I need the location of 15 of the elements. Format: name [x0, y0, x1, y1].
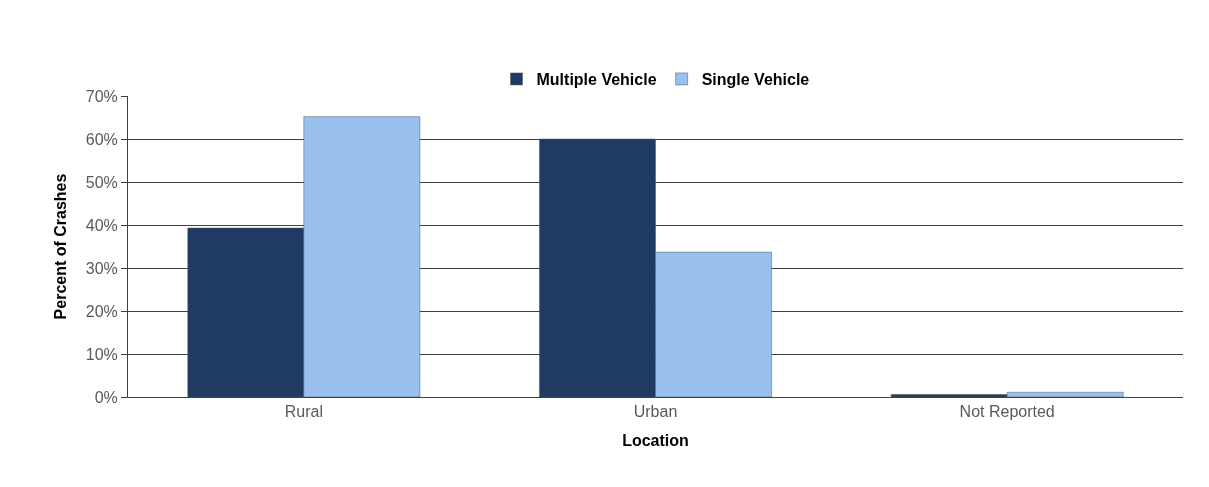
- y-tick-label: 20%: [85, 302, 118, 320]
- y-tick-label: 40%: [85, 216, 118, 234]
- x-tick-label: Urban: [633, 403, 678, 421]
- legend-label: Multiple Vehicle: [536, 71, 657, 89]
- y-tick-label: 10%: [85, 345, 118, 363]
- x-tick-label: Rural: [284, 403, 323, 421]
- y-tick-label: 50%: [85, 173, 118, 191]
- y-tick-label: 0%: [94, 388, 118, 406]
- y-axis-title: Percent of Crashes: [51, 173, 69, 320]
- y-tick-label: 30%: [85, 259, 118, 277]
- legend-label: Single Vehicle: [701, 71, 810, 89]
- y-tick-label: 60%: [85, 130, 118, 148]
- x-tick-label: Not Reported: [959, 403, 1055, 421]
- y-tick-label: 70%: [85, 87, 118, 105]
- x-axis-title: Location: [622, 431, 689, 449]
